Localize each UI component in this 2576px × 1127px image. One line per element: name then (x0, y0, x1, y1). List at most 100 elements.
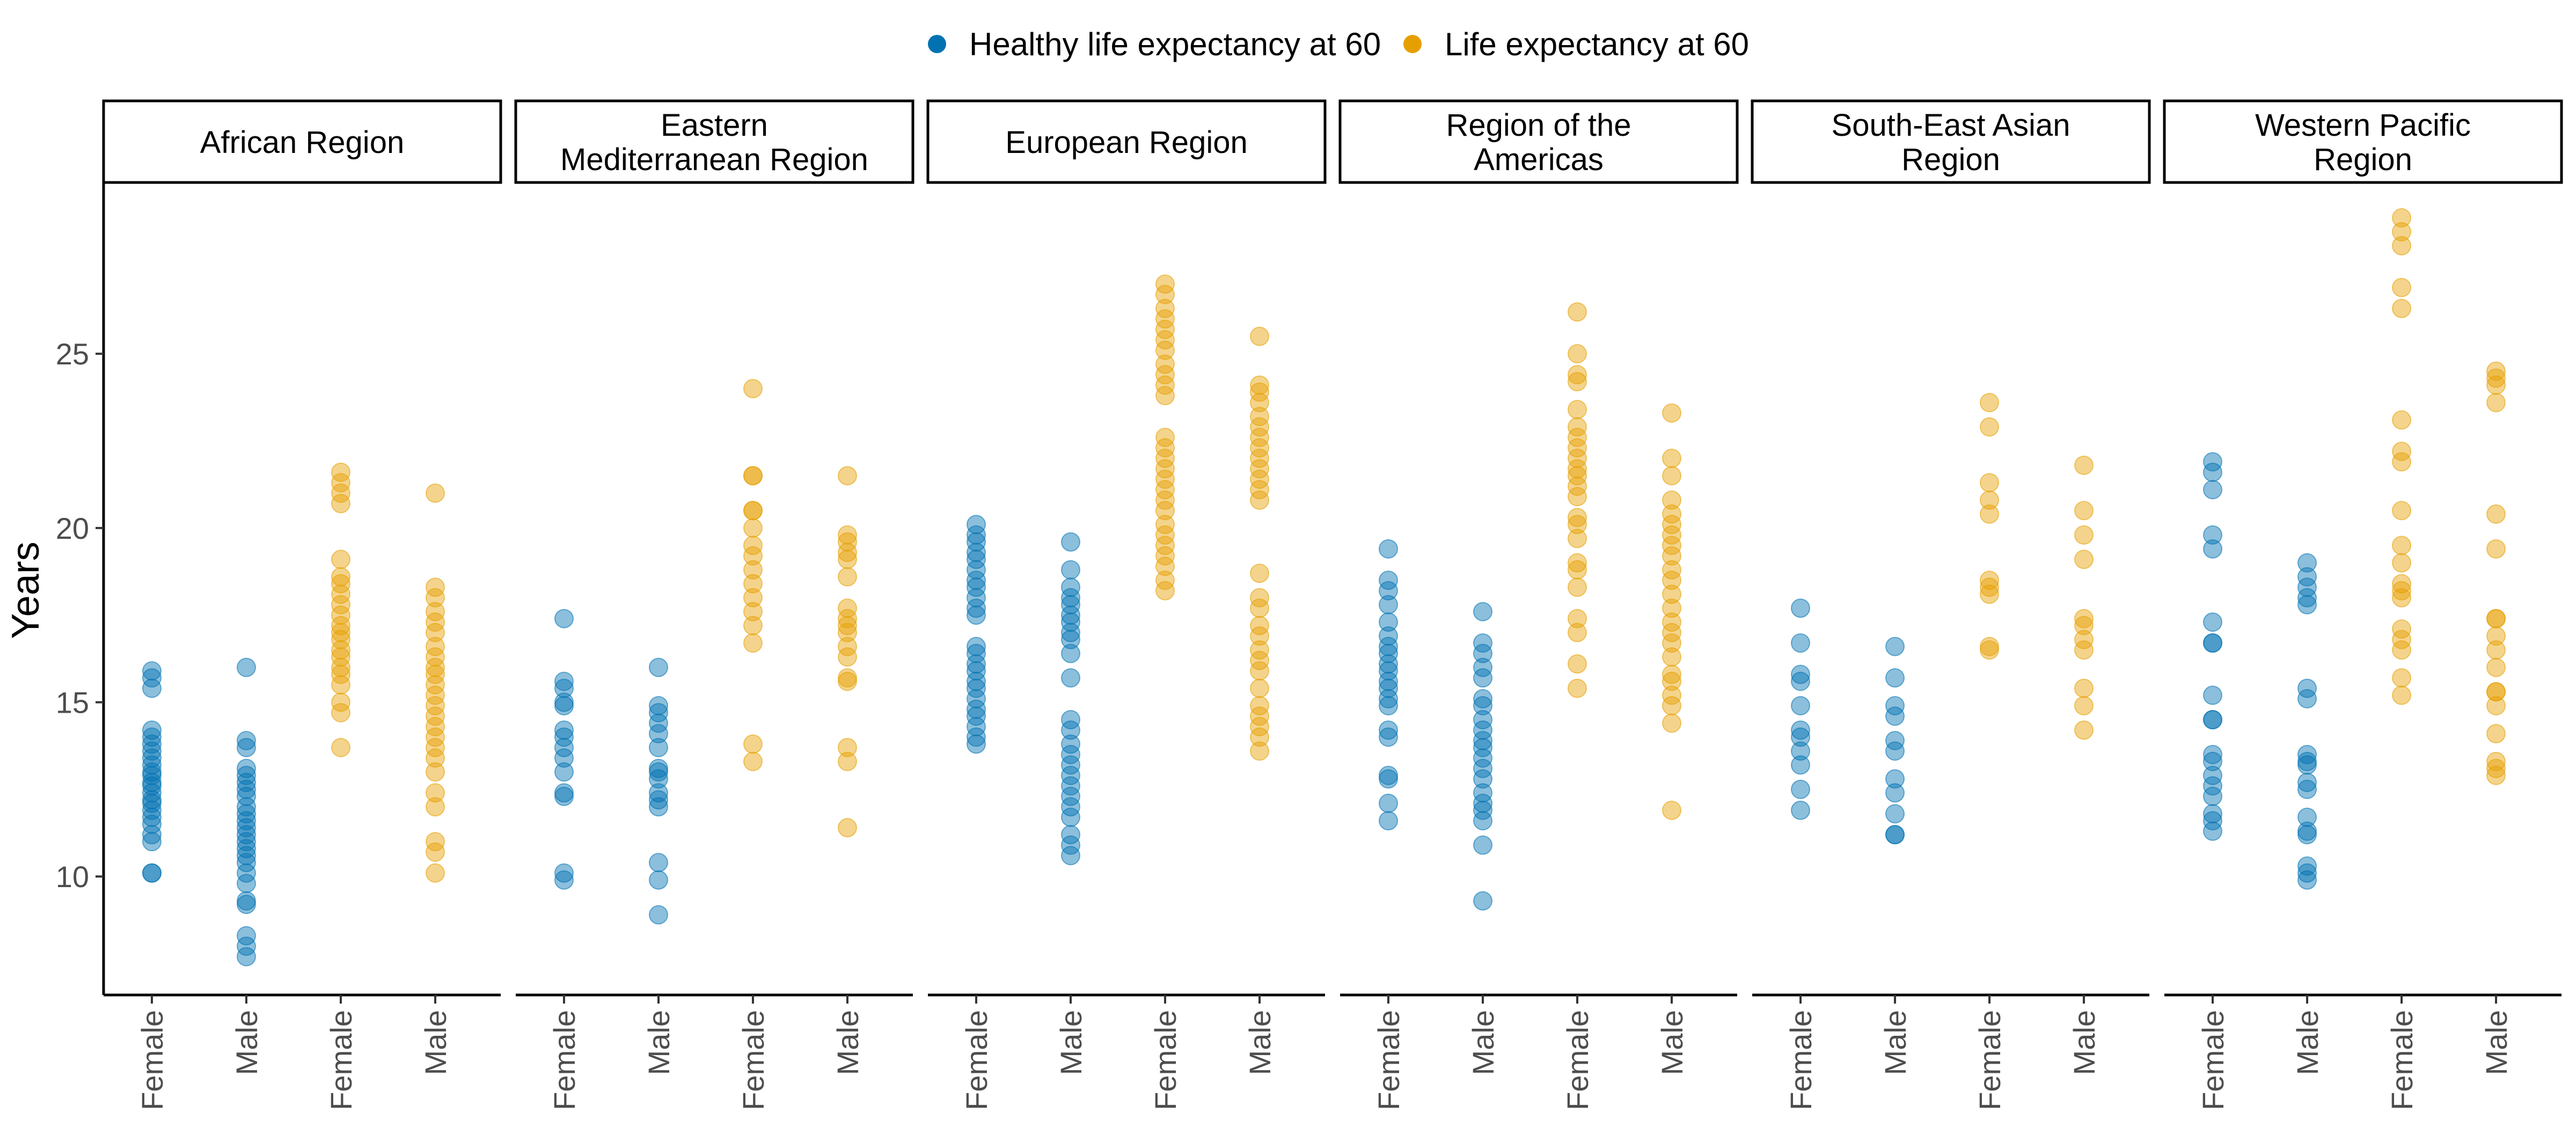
data-point (426, 483, 445, 503)
data-point (2486, 393, 2506, 413)
data-point (426, 727, 445, 747)
data-point (1662, 490, 1681, 510)
data-point (1662, 560, 1681, 580)
data-point (967, 525, 986, 545)
facet-title: African Region (200, 125, 404, 160)
y-tick-label: 10 (56, 860, 89, 894)
data-point (2203, 776, 2222, 796)
legend: Healthy life expectancy at 60 Life expect… (928, 26, 1749, 62)
data-point (743, 574, 763, 594)
data-point (554, 678, 574, 698)
data-point (1155, 469, 1175, 489)
x-tick-label: Male (2067, 1010, 2101, 1075)
data-point (142, 863, 162, 883)
data-point (1250, 428, 1269, 448)
data-point (1155, 546, 1175, 566)
data-point (1568, 428, 1587, 448)
data-point (649, 737, 668, 757)
data-point (2392, 277, 2411, 297)
data-point (426, 588, 445, 608)
data-point (426, 602, 445, 621)
data-point (2392, 553, 2411, 573)
data-point (426, 623, 445, 642)
data-point (1473, 643, 1492, 663)
data-point (1379, 811, 1398, 831)
data-point (1155, 581, 1175, 601)
data-point (554, 696, 574, 716)
data-point (2486, 751, 2506, 771)
data-point (426, 797, 445, 817)
data-point (331, 640, 350, 660)
data-point (1568, 560, 1587, 580)
data-point (1061, 807, 1080, 827)
data-point (1662, 525, 1681, 545)
data-point (1250, 616, 1269, 635)
data-point (2297, 772, 2317, 792)
data-point (1473, 811, 1492, 831)
data-point (2203, 821, 2222, 841)
data-point (2486, 609, 2506, 628)
data-point (554, 863, 574, 883)
data-point (142, 793, 162, 813)
data-point (2392, 536, 2411, 555)
data-point (2297, 595, 2317, 614)
data-point (743, 379, 763, 399)
data-point (426, 657, 445, 677)
data-point (1250, 696, 1269, 716)
y-tick-label: 15 (56, 686, 89, 720)
data-point (2392, 668, 2411, 688)
x-tick-label: Male (2290, 1010, 2324, 1075)
data-point (1473, 769, 1492, 789)
data-point (1250, 650, 1269, 670)
facet-strip (1338, 99, 1739, 184)
data-point (1250, 407, 1269, 427)
y-axis: 10 15 20 25 (56, 337, 104, 894)
x-tick-label: Male (419, 1010, 452, 1075)
data-point (1568, 654, 1587, 674)
data-point (838, 647, 857, 667)
data-point (554, 671, 574, 691)
x-tick-label: Male (831, 1010, 865, 1075)
data-point (2203, 786, 2222, 806)
data-point (142, 741, 162, 761)
facet-title: Americas (1474, 142, 1604, 177)
data-point (1662, 713, 1681, 733)
data-point (2297, 779, 2317, 799)
data-point (1155, 557, 1175, 576)
data-point (237, 818, 256, 838)
data-point (426, 675, 445, 695)
data-point (1061, 560, 1080, 580)
data-point (743, 633, 763, 653)
data-point (1568, 508, 1587, 528)
data-point (237, 936, 256, 956)
data-point (649, 870, 668, 890)
data-point (1568, 577, 1587, 597)
data-point (1155, 330, 1175, 350)
data-point (1250, 490, 1269, 510)
data-point (1379, 720, 1398, 740)
data-point (2203, 525, 2222, 545)
data-point (331, 647, 350, 667)
data-point (743, 734, 763, 754)
data-point (1061, 588, 1080, 608)
data-point (2297, 856, 2317, 876)
data-point (967, 605, 986, 625)
data-point (2074, 720, 2094, 740)
data-point (1061, 786, 1080, 806)
x-tick-label: Female (2385, 1010, 2419, 1110)
panel: European Region Female Male Female Male (926, 99, 1327, 1110)
data-point (1662, 504, 1681, 524)
data-point (237, 797, 256, 817)
data-point (1379, 661, 1398, 681)
data-point (426, 664, 445, 684)
data-point (967, 706, 986, 726)
data-point (1473, 783, 1492, 803)
facet-title: Region of the (1446, 108, 1631, 143)
data-point (237, 779, 256, 799)
facet-title: Region (2314, 142, 2412, 177)
data-point (1379, 696, 1398, 716)
data-point (237, 839, 256, 859)
data-point (1250, 469, 1269, 489)
data-point (2074, 630, 2094, 649)
